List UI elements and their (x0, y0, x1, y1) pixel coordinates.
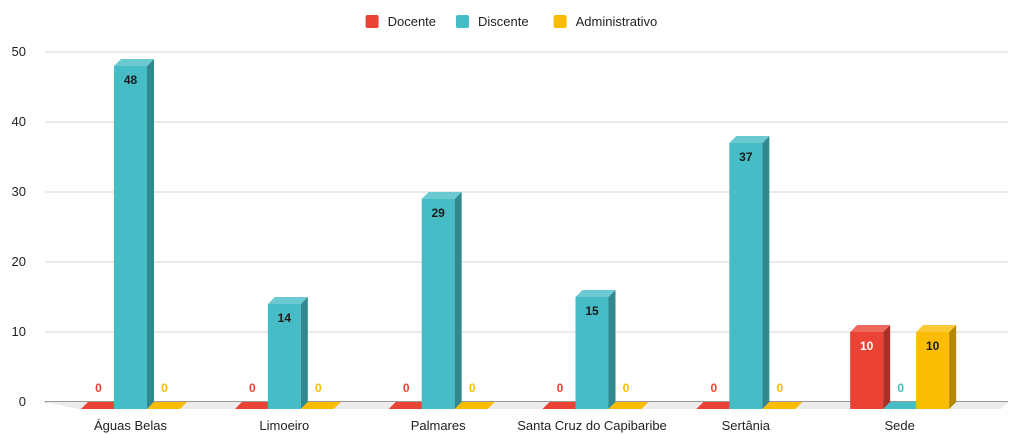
bar-top (421, 192, 462, 199)
x-tick-label: Águas Belas (94, 418, 167, 433)
bar-top (729, 136, 770, 143)
data-label: 14 (278, 311, 292, 325)
data-label: 0 (315, 381, 322, 395)
bar (850, 332, 884, 409)
bar-top (575, 290, 616, 297)
y-tick-label: 50 (12, 44, 26, 59)
data-label: 48 (124, 73, 138, 87)
bar-zero (234, 402, 275, 409)
bar-side (147, 59, 154, 409)
bar-zero (81, 402, 121, 409)
data-labels: 0 48 0 0 14 0 0 29 0 0 15 0 0 37 0 10 0 10 (95, 73, 940, 395)
data-label: 0 (95, 381, 102, 395)
bar-zero (300, 402, 341, 409)
y-axis: 0 10 20 30 40 50 (12, 44, 26, 409)
bar-zero (454, 402, 495, 409)
data-label: 0 (161, 381, 168, 395)
bar-side (454, 192, 462, 409)
bar (575, 297, 609, 409)
data-label: 37 (739, 150, 753, 164)
bar-side (949, 325, 957, 409)
data-label: 0 (403, 381, 410, 395)
bar (114, 66, 147, 409)
x-tick-label: Limoeiro (259, 418, 309, 433)
data-label: 0 (710, 381, 717, 395)
bar-top (114, 59, 154, 66)
legend-label: Administrativo (576, 14, 658, 29)
x-axis: Águas Belas Limoeiro Palmares Santa Cruz do… (94, 418, 915, 433)
data-label: 10 (926, 339, 940, 353)
x-tick-label: Sede (884, 418, 914, 433)
bar (267, 304, 301, 409)
legend-label: Discente (478, 14, 529, 29)
x-tick-label: Santa Cruz do Capibaribe (517, 418, 667, 433)
bar (421, 199, 455, 409)
y-tick-label: 10 (12, 324, 26, 339)
bar-top (267, 297, 308, 304)
bar-zero (762, 402, 803, 409)
bar-zero (883, 402, 924, 409)
legend: Docente Discente Administrativo (365, 14, 658, 29)
bar-zero (696, 402, 737, 409)
bar-zero (147, 402, 187, 409)
bar (916, 332, 950, 409)
y-tick-label: 30 (12, 184, 26, 199)
data-label: 0 (623, 381, 630, 395)
bars (81, 59, 957, 409)
bar-zero (388, 402, 429, 409)
data-label: 0 (249, 381, 256, 395)
legend-swatch (553, 15, 567, 28)
data-label: 0 (897, 381, 904, 395)
y-tick-label: 40 (12, 114, 26, 129)
data-label: 15 (585, 304, 599, 318)
data-label: 0 (557, 381, 564, 395)
legend-label: Docente (388, 14, 436, 29)
bar (729, 143, 763, 409)
data-label: 10 (860, 339, 874, 353)
data-label: 29 (431, 206, 445, 220)
bar-zero (608, 402, 649, 409)
bar-top (850, 325, 891, 332)
x-tick-label: Sertânia (722, 418, 771, 433)
data-label: 0 (469, 381, 476, 395)
y-tick-label: 20 (12, 254, 26, 269)
legend-swatch (456, 15, 469, 28)
data-label: 0 (776, 381, 783, 395)
bar-side (300, 297, 308, 409)
bar-zero (542, 402, 583, 409)
bar-side (762, 136, 770, 409)
y-tick-label: 0 (19, 394, 26, 409)
x-tick-label: Palmares (411, 418, 466, 433)
bar-top (916, 325, 957, 332)
bar-side (608, 290, 616, 409)
bar-side (883, 325, 891, 409)
legend-swatch (365, 15, 379, 28)
